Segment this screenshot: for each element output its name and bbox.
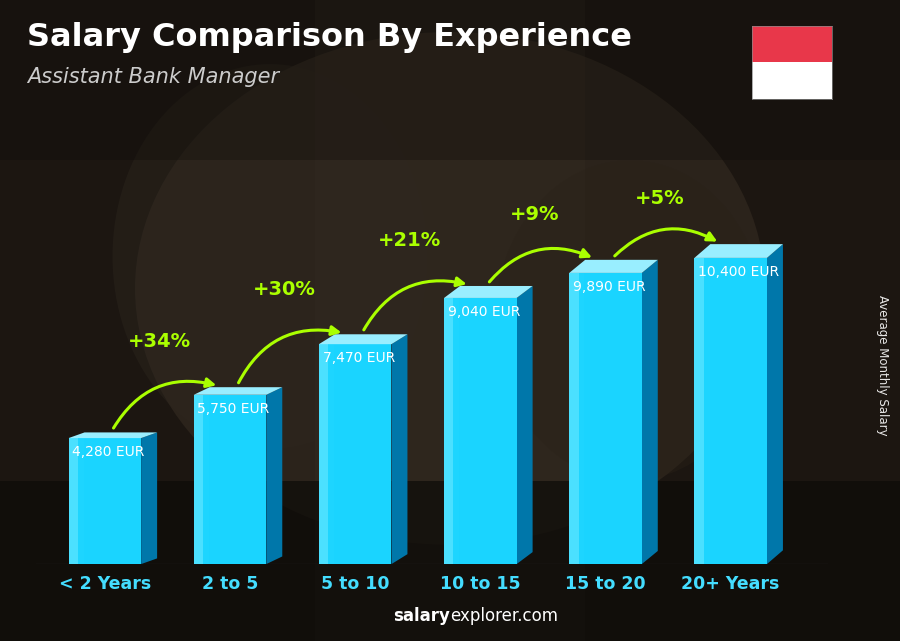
Bar xyxy=(752,62,833,99)
Bar xyxy=(203,395,209,564)
Bar xyxy=(569,273,642,564)
Text: +9%: +9% xyxy=(510,205,560,224)
Text: +34%: +34% xyxy=(128,333,191,351)
Bar xyxy=(569,273,579,564)
Text: 7,470 EUR: 7,470 EUR xyxy=(322,351,395,365)
Polygon shape xyxy=(695,244,783,258)
Bar xyxy=(444,298,517,564)
Bar xyxy=(68,438,141,564)
Text: salary: salary xyxy=(393,607,450,625)
Text: Assistant Bank Manager: Assistant Bank Manager xyxy=(27,67,279,87)
Polygon shape xyxy=(68,433,158,438)
Polygon shape xyxy=(444,286,533,298)
Bar xyxy=(444,298,454,564)
Bar xyxy=(194,395,266,564)
Bar xyxy=(0,0,315,641)
Text: 5,750 EUR: 5,750 EUR xyxy=(197,402,270,416)
Bar xyxy=(704,258,709,564)
Bar xyxy=(585,0,900,641)
Polygon shape xyxy=(569,260,658,273)
Bar xyxy=(454,298,459,564)
Bar xyxy=(695,258,767,564)
Polygon shape xyxy=(141,433,158,564)
Text: explorer.com: explorer.com xyxy=(450,607,558,625)
Polygon shape xyxy=(266,387,283,564)
Text: 9,890 EUR: 9,890 EUR xyxy=(573,280,645,294)
Polygon shape xyxy=(319,334,408,344)
Polygon shape xyxy=(194,387,283,395)
Bar xyxy=(0,481,900,641)
Bar xyxy=(752,26,833,62)
Polygon shape xyxy=(517,286,533,564)
Bar xyxy=(78,438,84,564)
Ellipse shape xyxy=(135,32,765,545)
Bar xyxy=(319,344,392,564)
Text: 10,400 EUR: 10,400 EUR xyxy=(698,265,779,279)
Text: 9,040 EUR: 9,040 EUR xyxy=(448,305,520,319)
Bar xyxy=(194,395,203,564)
Text: Salary Comparison By Experience: Salary Comparison By Experience xyxy=(27,22,632,53)
Polygon shape xyxy=(642,260,658,564)
Text: +21%: +21% xyxy=(378,231,441,250)
Text: Average Monthly Salary: Average Monthly Salary xyxy=(877,295,889,436)
Text: +5%: +5% xyxy=(635,189,685,208)
Bar xyxy=(579,273,584,564)
Text: 4,280 EUR: 4,280 EUR xyxy=(72,445,145,459)
Bar xyxy=(328,344,334,564)
Bar xyxy=(319,344,328,564)
Text: +30%: +30% xyxy=(253,279,316,299)
Polygon shape xyxy=(392,334,408,564)
Polygon shape xyxy=(767,244,783,564)
Bar xyxy=(68,438,78,564)
Bar xyxy=(0,0,900,160)
Bar xyxy=(695,258,704,564)
Ellipse shape xyxy=(495,160,765,481)
Ellipse shape xyxy=(112,64,428,449)
